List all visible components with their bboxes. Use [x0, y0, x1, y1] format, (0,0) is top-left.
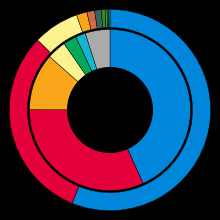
Wedge shape [64, 37, 92, 75]
Wedge shape [109, 9, 110, 28]
Wedge shape [29, 110, 143, 191]
Wedge shape [110, 29, 191, 183]
Wedge shape [29, 57, 78, 110]
Wedge shape [38, 15, 82, 53]
Circle shape [68, 68, 152, 152]
Wedge shape [9, 40, 79, 203]
Wedge shape [85, 29, 110, 70]
Wedge shape [87, 11, 97, 30]
Wedge shape [50, 44, 86, 82]
Wedge shape [77, 12, 91, 32]
Wedge shape [95, 10, 103, 28]
Wedge shape [105, 9, 108, 28]
Wedge shape [76, 33, 97, 72]
Wedge shape [107, 9, 108, 28]
Wedge shape [101, 9, 106, 28]
Wedge shape [72, 9, 211, 211]
Wedge shape [108, 9, 109, 28]
